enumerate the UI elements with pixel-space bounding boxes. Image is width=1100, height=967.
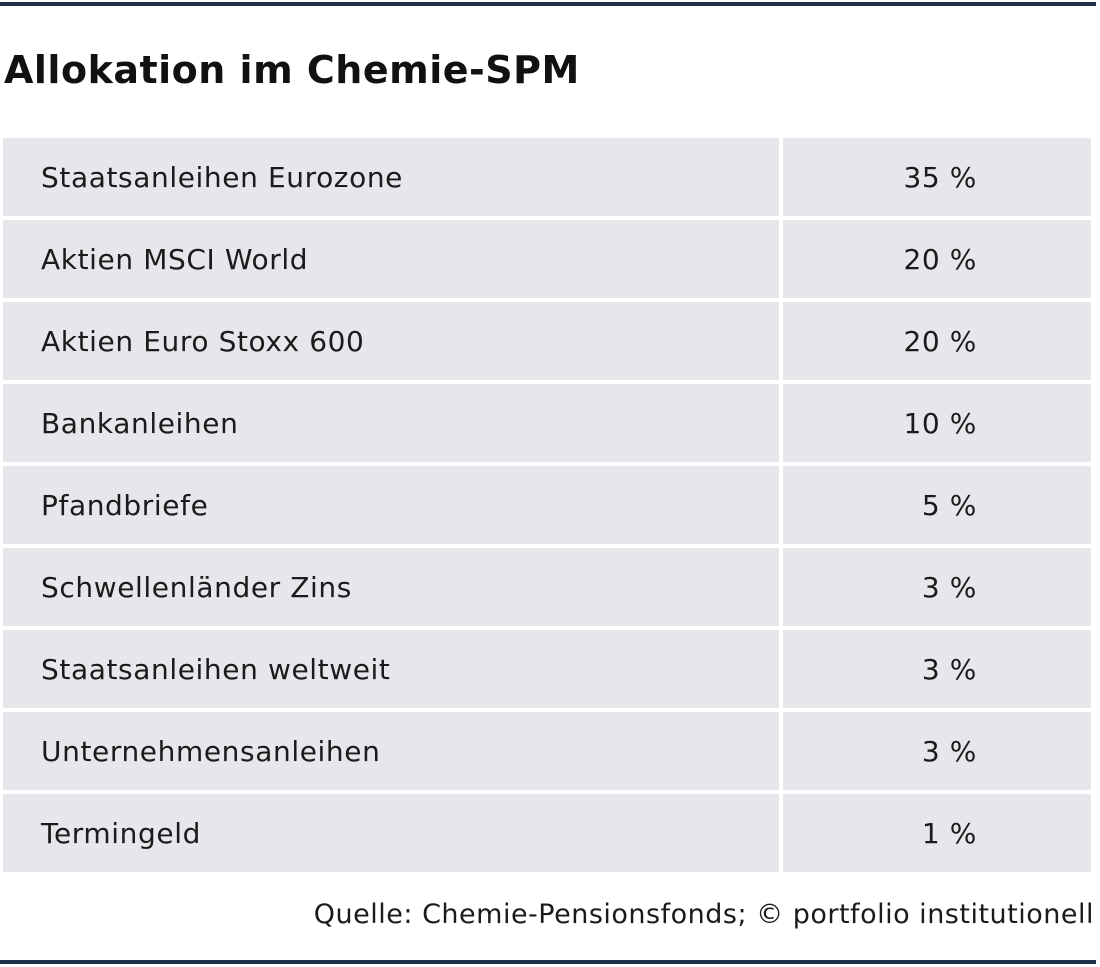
source-note: Quelle: Chemie-Pensionsfonds; © portfoli… xyxy=(313,899,1094,930)
table-row: Bankanleihen 10 % xyxy=(3,384,1091,462)
table-title: Allokation im Chemie-SPM xyxy=(4,48,580,92)
row-value: 20 % xyxy=(783,220,1091,298)
row-label: Pfandbriefe xyxy=(3,466,779,544)
table-row: Aktien MSCI World 20 % xyxy=(3,220,1091,298)
row-value: 3 % xyxy=(783,712,1091,790)
table-row: Pfandbriefe 5 % xyxy=(3,466,1091,544)
table-row: Unternehmensanleihen 3 % xyxy=(3,712,1091,790)
row-value: 3 % xyxy=(783,630,1091,708)
table-row: Termingeld 1 % xyxy=(3,794,1091,872)
row-label: Aktien Euro Stoxx 600 xyxy=(3,302,779,380)
row-label: Staatsanleihen Eurozone xyxy=(3,138,779,216)
top-rule xyxy=(0,2,1096,6)
row-label: Aktien MSCI World xyxy=(3,220,779,298)
row-label: Bankanleihen xyxy=(3,384,779,462)
bottom-rule xyxy=(0,960,1096,964)
row-value: 20 % xyxy=(783,302,1091,380)
row-label: Staatsanleihen weltweit xyxy=(3,630,779,708)
row-value: 3 % xyxy=(783,548,1091,626)
table-row: Staatsanleihen Eurozone 35 % xyxy=(3,138,1091,216)
row-label: Unternehmensanleihen xyxy=(3,712,779,790)
row-value: 1 % xyxy=(783,794,1091,872)
table-row: Schwellenländer Zins 3 % xyxy=(3,548,1091,626)
row-value: 35 % xyxy=(783,138,1091,216)
row-label: Schwellenländer Zins xyxy=(3,548,779,626)
table-row: Aktien Euro Stoxx 600 20 % xyxy=(3,302,1091,380)
table-row: Staatsanleihen weltweit 3 % xyxy=(3,630,1091,708)
row-value: 5 % xyxy=(783,466,1091,544)
row-value: 10 % xyxy=(783,384,1091,462)
allocation-table: Staatsanleihen Eurozone 35 % Aktien MSCI… xyxy=(3,138,1091,876)
row-label: Termingeld xyxy=(3,794,779,872)
